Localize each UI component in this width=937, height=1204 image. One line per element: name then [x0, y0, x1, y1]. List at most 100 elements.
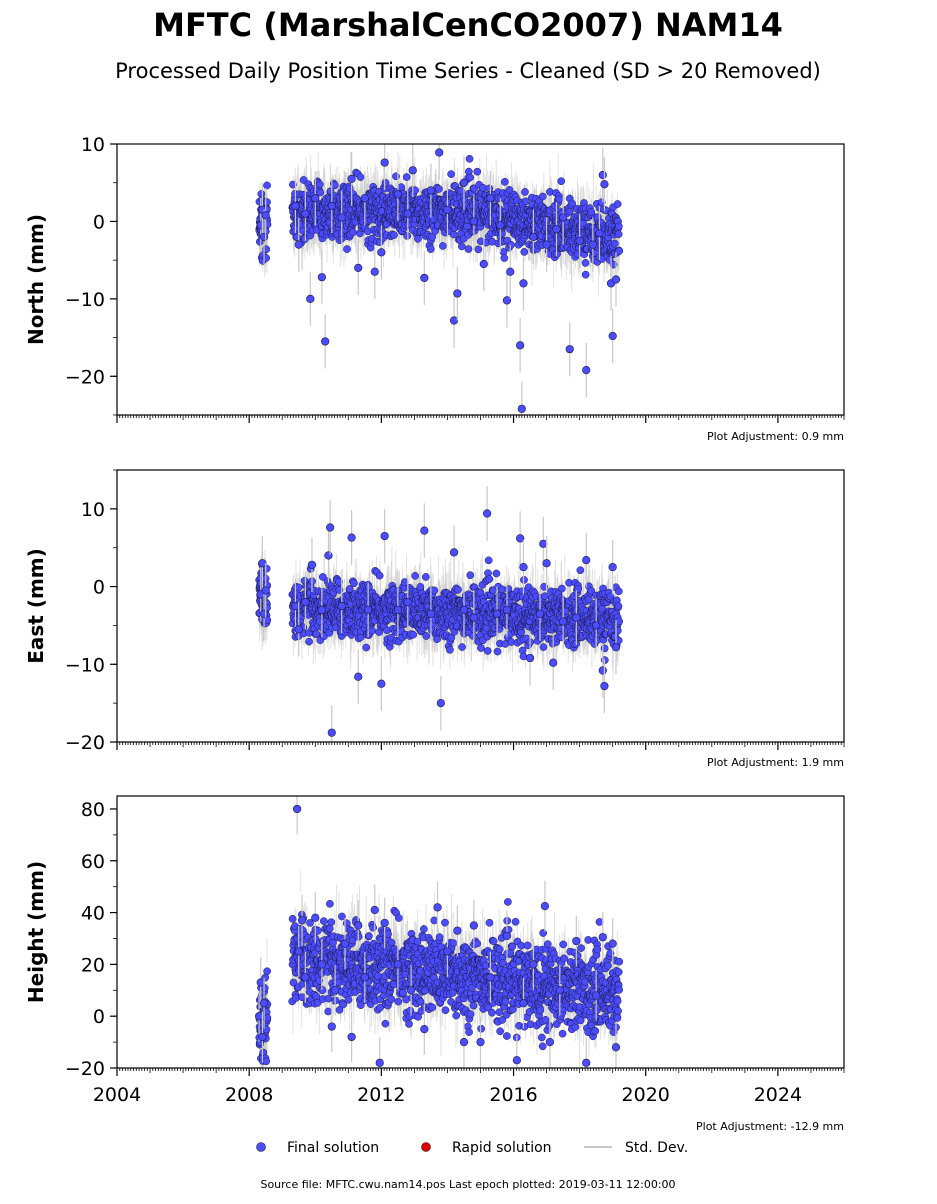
y-tick-label: 10 — [81, 134, 105, 156]
data-point — [506, 268, 514, 276]
data-point — [338, 214, 346, 222]
final-point — [616, 247, 623, 254]
data-point — [348, 175, 356, 183]
final-point — [465, 245, 472, 252]
final-point — [522, 198, 529, 205]
data-point — [497, 222, 505, 230]
data-point — [450, 317, 458, 325]
data-point — [292, 202, 300, 210]
final-point — [507, 241, 514, 248]
y-tick-label: −10 — [65, 289, 105, 311]
final-point — [615, 231, 622, 238]
final-point — [467, 174, 474, 181]
data-point — [302, 210, 310, 218]
data-point — [530, 233, 538, 241]
final-point — [316, 181, 323, 188]
final-point — [555, 196, 562, 203]
final-point — [313, 630, 320, 637]
data-point — [454, 290, 462, 298]
final-point — [435, 185, 442, 192]
data-point — [311, 194, 319, 202]
data-point — [487, 194, 495, 202]
final-point — [349, 229, 356, 236]
data-point — [404, 210, 412, 218]
final-point — [427, 245, 434, 252]
data-point — [260, 233, 268, 241]
data-point — [601, 180, 609, 188]
data-point — [520, 280, 528, 288]
final-point — [439, 242, 446, 249]
final-point — [615, 223, 622, 230]
data-point — [543, 241, 551, 249]
data-point — [381, 159, 389, 167]
data-point — [576, 237, 584, 245]
panels: 10 0 −10 −20 North (mm) Plot Adjustment: 0.9 … — [24, 125, 844, 1133]
data-point — [307, 295, 315, 303]
data-point — [612, 276, 620, 284]
final-point — [582, 259, 589, 266]
data-point — [435, 149, 443, 157]
data-point — [427, 187, 435, 195]
data-point — [503, 297, 511, 305]
data-point — [378, 249, 386, 257]
data-point — [371, 268, 379, 276]
plot-adjustment-note: Plot Adjustment: 0.9 mm — [707, 430, 844, 443]
data-point — [354, 264, 362, 272]
data-point — [328, 202, 336, 210]
final-point — [263, 182, 270, 189]
final-point — [486, 185, 493, 192]
final-point — [501, 178, 508, 185]
data-point — [480, 260, 488, 268]
final-point — [582, 271, 589, 278]
data-point — [295, 241, 303, 249]
data-point — [460, 179, 468, 187]
y-tick-label: 0 — [93, 211, 105, 233]
data-point — [518, 405, 526, 413]
final-point — [611, 240, 618, 247]
final-point — [403, 173, 410, 180]
final-point — [448, 171, 455, 178]
chart-title: MFTC (MarshalCenCO2007) NAM14 — [153, 6, 783, 44]
final-point — [295, 584, 302, 591]
data-point — [582, 366, 590, 374]
final-point — [343, 246, 350, 253]
final-point — [305, 638, 312, 645]
data-point — [421, 274, 429, 282]
final-point — [450, 231, 457, 238]
data-point — [553, 225, 561, 233]
final-point — [263, 199, 270, 206]
final-point — [475, 246, 482, 253]
final-point — [466, 155, 473, 162]
data-point — [516, 342, 524, 350]
y-axis-label: North (mm) — [24, 214, 48, 345]
final-point — [390, 231, 397, 238]
chart-subtitle: Processed Daily Position Time Series - C… — [115, 59, 821, 83]
data-point — [559, 214, 567, 222]
final-point — [404, 232, 411, 239]
data-point — [394, 191, 402, 199]
final-point — [398, 184, 405, 191]
final-point — [414, 235, 421, 242]
final-point — [357, 174, 364, 181]
plot-area — [256, 125, 623, 435]
data-point — [470, 218, 478, 226]
data-point — [566, 345, 574, 353]
data-point — [361, 194, 369, 202]
data-point — [609, 332, 617, 340]
data-point — [262, 211, 270, 219]
data-point — [318, 273, 326, 281]
final-point — [614, 200, 621, 207]
final-point — [521, 248, 528, 255]
final-point — [558, 178, 565, 185]
final-point — [501, 254, 508, 261]
final-point — [539, 193, 546, 200]
final-point — [521, 188, 528, 195]
data-point — [409, 167, 417, 175]
y-tick-label: −20 — [65, 366, 105, 388]
plot-area — [256, 486, 623, 760]
data-point — [596, 229, 604, 237]
final-point — [264, 221, 271, 228]
